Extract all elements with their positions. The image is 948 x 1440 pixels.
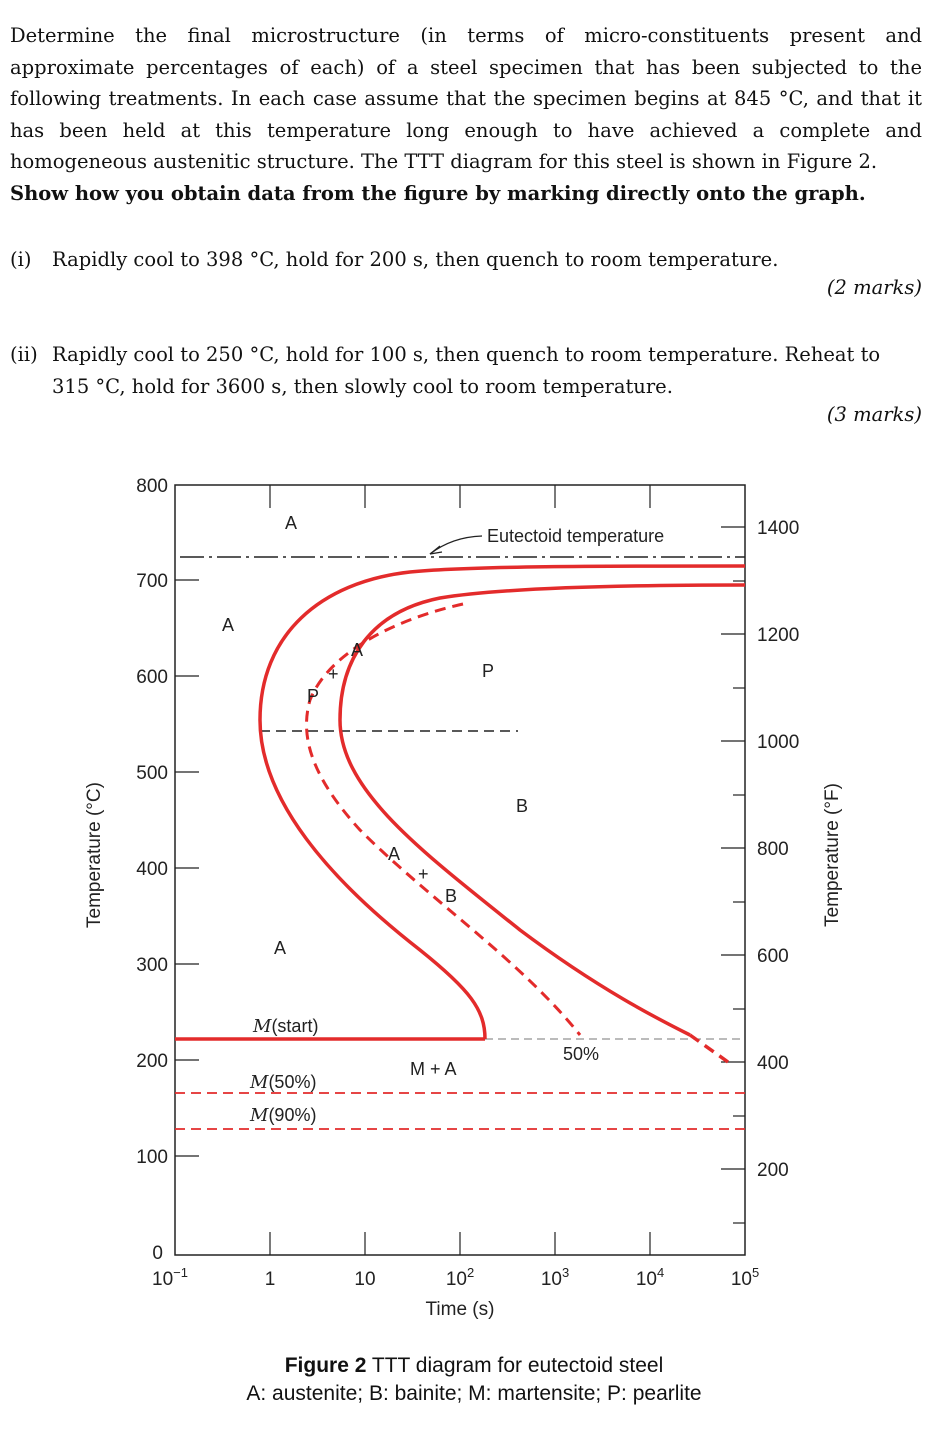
x-axis-label: Time (s): [426, 1299, 495, 1320]
y2-ticks: [721, 526, 745, 1224]
figure-legend-caption: A: austenite; B: bainite; M: martensite;…: [246, 1382, 702, 1405]
part-i-label: (i): [10, 248, 32, 271]
plot-frame: [174, 484, 746, 1256]
part-ii-label: (ii): [10, 343, 38, 366]
label-a-lower: A: [274, 938, 286, 958]
y-ticks: [175, 579, 199, 1157]
eutectoid-arrow: [429, 535, 483, 555]
label-fifty-percent: 50%: [563, 1044, 599, 1064]
y2-tick-1400: 1400: [757, 518, 799, 539]
label-a-between-upper: A: [351, 640, 363, 660]
y2-axis-label: Temperature (°F): [822, 783, 843, 927]
eutectoid-label: Eutectoid temperature: [487, 526, 664, 546]
caption-rest: TTT diagram for eutectoid steel: [366, 1354, 664, 1377]
part-i-marks: (2 marks): [826, 276, 922, 299]
y-tick-500: 500: [136, 763, 168, 784]
y2-tick-600: 600: [757, 946, 789, 967]
label-a-left: A: [222, 615, 234, 635]
label-plus-upper: +: [328, 664, 339, 684]
part-ii-marks: (3 marks): [826, 403, 922, 426]
x-tick-10: 10: [354, 1269, 375, 1290]
finish-curve-dashed: [688, 1033, 730, 1064]
y2-tick-200: 200: [757, 1160, 789, 1181]
part-ii-text: Rapidly cool to 250 °C, hold for 100 s, …: [52, 343, 881, 398]
y-tick-100: 100: [136, 1147, 168, 1168]
x-tick-10000: 104: [636, 1265, 664, 1290]
fifty-percent-curve: [305, 602, 582, 1036]
finish-curve: [338, 583, 746, 1037]
label-m-50: M(50%): [249, 1072, 316, 1093]
y-tick-200: 200: [136, 1051, 168, 1072]
y-tick-400: 400: [136, 859, 168, 880]
start-curve: [258, 564, 746, 1040]
figure-caption: Figure 2 TTT diagram for eutectoid steel: [0, 1354, 948, 1378]
y2-tick-800: 800: [757, 839, 789, 860]
y2-tick-1000: 1000: [757, 732, 799, 753]
x-tick-1: 1: [265, 1269, 276, 1290]
x-tick-0.1: 10−1: [152, 1265, 188, 1290]
y2-tick-400: 400: [757, 1053, 789, 1074]
question-intro: Determine the final microstructure (in t…: [10, 24, 922, 205]
y-tick-700: 700: [136, 571, 168, 592]
label-m-90: M(90%): [249, 1105, 316, 1126]
y2-tick-1200: 1200: [757, 625, 799, 646]
label-p-dash: P: [307, 686, 319, 706]
label-plus-lower: +: [418, 864, 429, 884]
x-ticks: [269, 485, 651, 1255]
label-a-between-lower: A: [388, 844, 400, 864]
label-b-region: B: [516, 796, 528, 816]
ttt-diagram: 800 700 600 500 400 300 200 100 0 Temper…: [84, 476, 843, 1320]
x-tick-100000: 105: [731, 1265, 759, 1290]
y-tick-0: 0: [152, 1243, 163, 1264]
y-axis-label: Temperature (°C): [84, 782, 105, 928]
label-m-plus-a: M + A: [410, 1059, 457, 1079]
label-a-top: A: [285, 513, 297, 533]
y-tick-800: 800: [136, 476, 168, 497]
label-b-dash: B: [445, 886, 457, 906]
y-tick-300: 300: [136, 955, 168, 976]
x-tick-1000: 103: [541, 1265, 569, 1290]
label-m-start: M(start): [252, 1016, 318, 1037]
eutectoid-arrowhead: [429, 545, 443, 555]
y-tick-600: 600: [136, 667, 168, 688]
x-tick-100: 102: [446, 1265, 474, 1290]
part-i-text: Rapidly cool to 398 °C, hold for 200 s, …: [52, 248, 779, 271]
question-instruction: Show how you obtain data from the figure…: [10, 181, 866, 205]
caption-bold: Figure 2: [284, 1354, 367, 1377]
label-p-region: P: [482, 661, 494, 681]
